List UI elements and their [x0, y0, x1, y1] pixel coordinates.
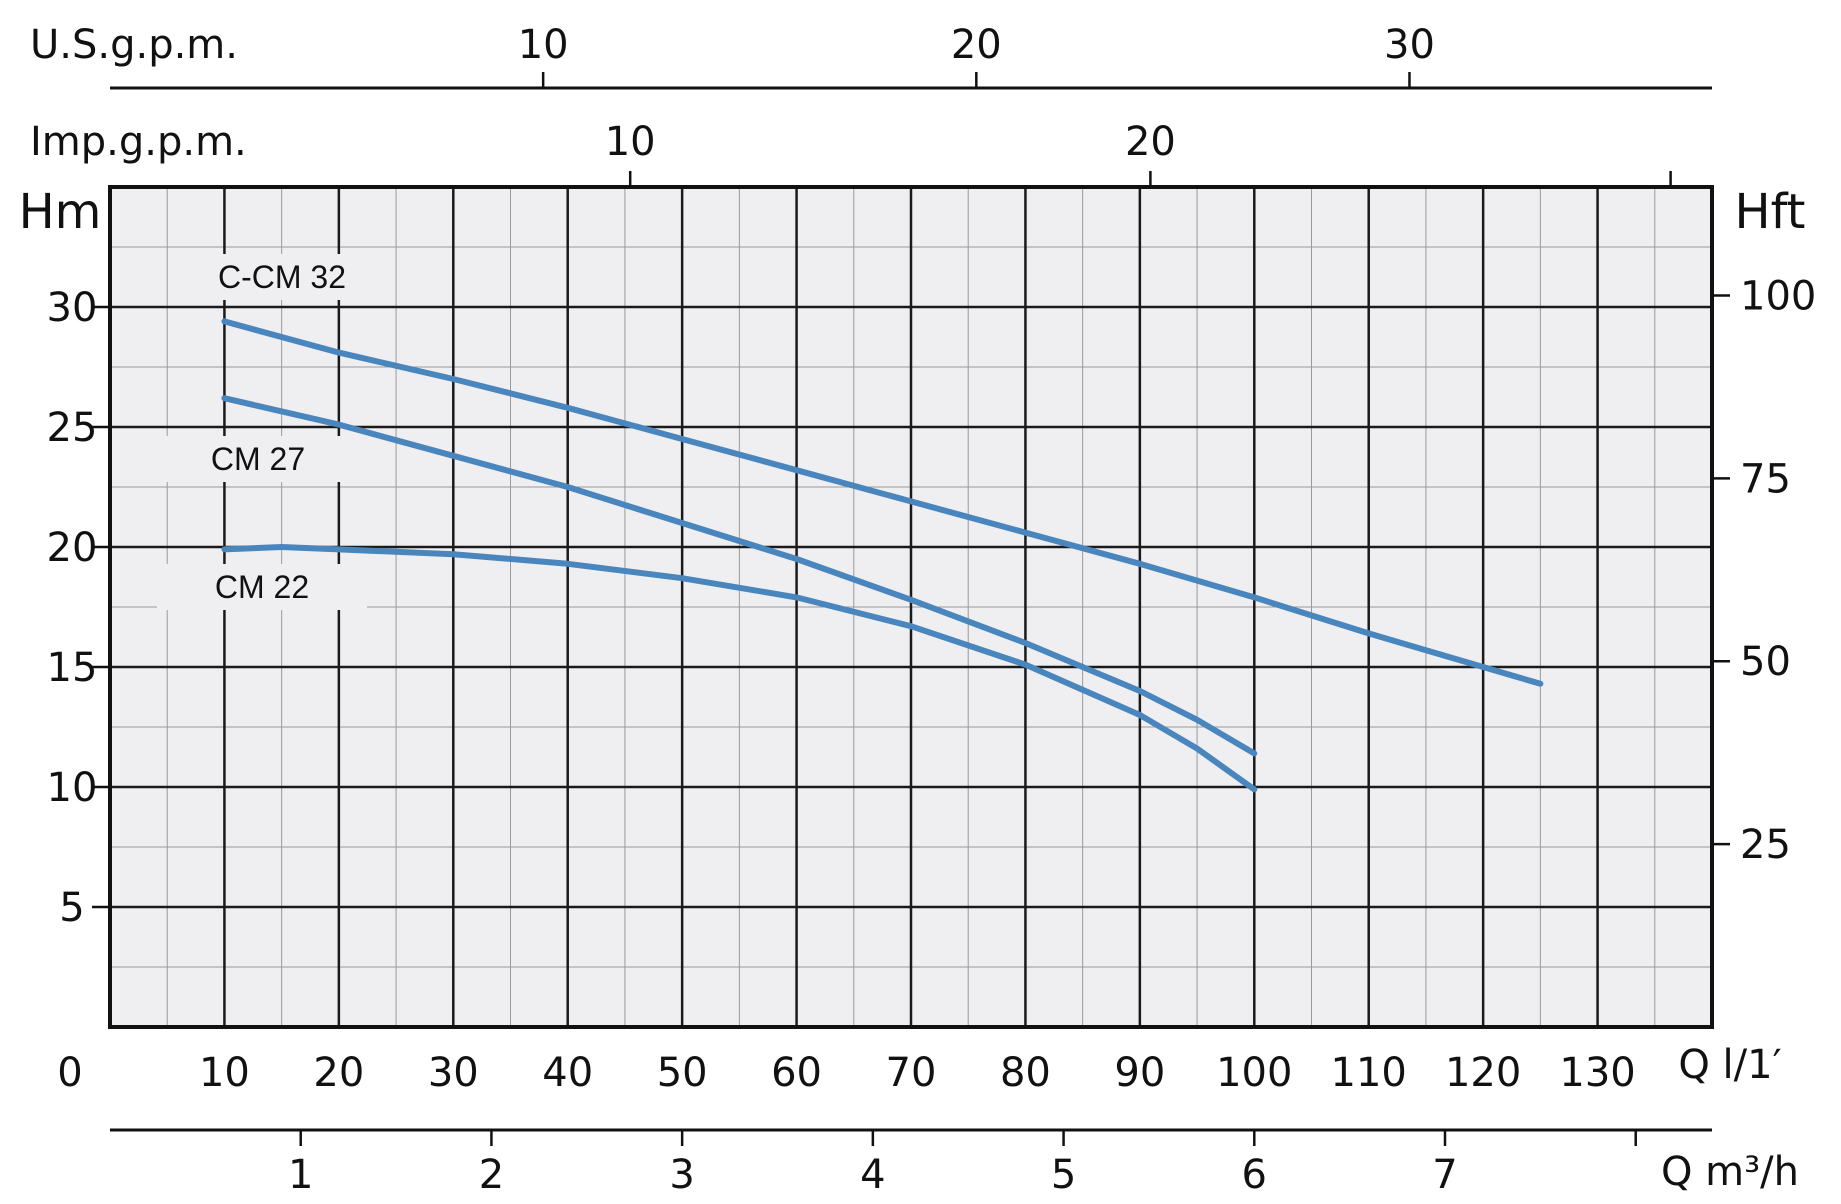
x-axis-title: Q l/1′	[1678, 1042, 1781, 1088]
m3h-tick-label: 3	[669, 1152, 694, 1198]
x-tick-label: 10	[199, 1050, 250, 1096]
y-left-tick-label: 5	[59, 885, 84, 931]
m3h-tick-label: 1	[288, 1152, 313, 1198]
impgpm-tick-label: 20	[1125, 119, 1176, 165]
series-line-1	[221, 318, 1544, 687]
m3h-tick-label: 5	[1051, 1152, 1076, 1198]
y-right-axis-title: Hft	[1735, 184, 1806, 240]
x-tick-label: 100	[1216, 1050, 1292, 1096]
impgpm-tick-label: 10	[605, 119, 656, 165]
x-tick-label: 80	[1000, 1050, 1051, 1096]
plot-frame	[108, 185, 1714, 1029]
y-left-tick-label: 30	[47, 285, 98, 331]
m3h-axis-title: Q m³/h	[1661, 1149, 1799, 1195]
y-left-tick-label: 15	[47, 645, 98, 691]
usgpm-tick-label: 30	[1384, 22, 1435, 68]
series-line-2	[221, 395, 1258, 757]
x-tick-label: 60	[771, 1050, 822, 1096]
m3h-tick-label: 6	[1242, 1152, 1267, 1198]
series-label-2: CM 27	[211, 441, 305, 477]
series-label-bg	[177, 254, 387, 300]
x-tick-label: 0	[57, 1050, 82, 1096]
series-line-3	[221, 544, 1258, 793]
y-left-tick-label: 20	[47, 525, 98, 571]
usgpm-axis-title: U.S.g.p.m.	[30, 22, 238, 68]
y-left-axis-title: Hm	[19, 184, 102, 240]
m3h-tick-label: 2	[479, 1152, 504, 1198]
usgpm-tick-label: 10	[518, 22, 569, 68]
x-tick-label: 20	[313, 1050, 364, 1096]
x-tick-label: 130	[1559, 1050, 1635, 1096]
y-right-tick-label: 100	[1740, 273, 1816, 319]
series-label-bg	[157, 564, 367, 610]
series-label-3: CM 22	[215, 569, 309, 605]
y-right-tick-label: 50	[1740, 639, 1791, 685]
x-tick-label: 70	[886, 1050, 937, 1096]
impgpm-axis-title: Imp.g.p.m.	[30, 119, 247, 165]
x-tick-label: 110	[1331, 1050, 1407, 1096]
x-tick-label: 90	[1114, 1050, 1165, 1096]
series-label-1: C-CM 32	[218, 259, 346, 295]
m3h-tick-label: 4	[860, 1152, 885, 1198]
y-right-tick-label: 75	[1740, 456, 1791, 502]
x-tick-label: 50	[657, 1050, 708, 1096]
x-tick-label: 30	[428, 1050, 479, 1096]
usgpm-tick-label: 20	[951, 22, 1002, 68]
series-label-bg	[153, 436, 363, 482]
x-tick-label: 40	[542, 1050, 593, 1096]
y-right-tick-label: 25	[1740, 822, 1791, 868]
y-left-tick-label: 25	[47, 405, 98, 451]
y-left-tick-label: 10	[47, 765, 98, 811]
x-tick-label: 120	[1445, 1050, 1521, 1096]
m3h-tick-label: 7	[1432, 1152, 1457, 1198]
